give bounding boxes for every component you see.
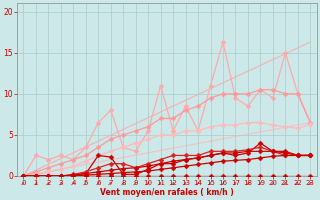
Text: →: → bbox=[45, 180, 52, 187]
Text: →: → bbox=[83, 180, 89, 187]
Text: →: → bbox=[282, 180, 289, 187]
X-axis label: Vent moyen/en rafales ( km/h ): Vent moyen/en rafales ( km/h ) bbox=[100, 188, 234, 197]
Text: →: → bbox=[170, 180, 176, 187]
Text: →: → bbox=[195, 180, 201, 187]
Text: →: → bbox=[307, 180, 314, 187]
Text: →: → bbox=[33, 180, 39, 187]
Text: →: → bbox=[145, 180, 151, 187]
Text: →: → bbox=[108, 180, 114, 187]
Text: →: → bbox=[132, 180, 139, 187]
Text: →: → bbox=[245, 180, 251, 187]
Text: →: → bbox=[120, 180, 126, 187]
Text: →: → bbox=[157, 180, 164, 187]
Text: →: → bbox=[295, 180, 301, 187]
Text: →: → bbox=[95, 180, 101, 187]
Text: →: → bbox=[182, 180, 189, 187]
Text: →: → bbox=[257, 180, 264, 187]
Text: →: → bbox=[207, 180, 214, 187]
Text: →: → bbox=[70, 180, 76, 187]
Text: →: → bbox=[58, 180, 64, 187]
Text: →: → bbox=[232, 180, 239, 187]
Text: →: → bbox=[20, 180, 27, 187]
Text: →: → bbox=[270, 180, 276, 187]
Text: →: → bbox=[220, 180, 226, 187]
